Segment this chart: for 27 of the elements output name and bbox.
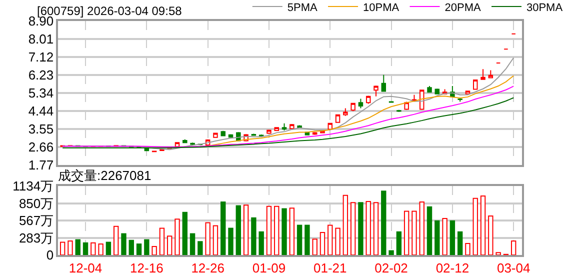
legend-label: 5PMA <box>287 2 318 14</box>
x-tick-label: 01-21 <box>314 260 347 276</box>
legend-label: 10PMA <box>363 2 400 14</box>
x-tick-label: 03-04 <box>496 260 530 276</box>
y-tick-label: 3.55 <box>28 122 54 137</box>
x-tick-label: 12-16 <box>130 260 164 276</box>
x-tick-label: 02-12 <box>436 260 470 276</box>
x-tick-label: 12-26 <box>191 260 224 276</box>
y-tick-label: 4.44 <box>28 104 54 119</box>
y-tick-label: 1.77 <box>28 158 54 173</box>
y-tick-label: 1134万 <box>12 178 54 194</box>
x-tick-label: 12-04 <box>68 260 102 276</box>
y-tick-label: 7.12 <box>28 50 54 64</box>
y-tick-label: 567万 <box>18 213 54 228</box>
y-tick-label: 8.01 <box>28 32 54 47</box>
x-tick-label: 02-02 <box>374 260 408 276</box>
y-tick-label: 5.34 <box>28 85 54 100</box>
y-tick-label: 2.66 <box>28 140 54 155</box>
chart-title: [600759] 2026-03-04 09:58 <box>37 4 182 18</box>
y-tick-label: 6.23 <box>28 67 54 82</box>
y-tick-label: 0 <box>46 248 54 263</box>
legend-label: 30PMA <box>526 2 564 14</box>
y-tick-label: 283万 <box>18 230 54 246</box>
legend-label: 20PMA <box>444 2 482 14</box>
chart-title: 成交量:2267081 <box>58 168 152 183</box>
x-tick-label: 01-09 <box>252 260 286 276</box>
y-tick-label: 850万 <box>18 196 54 211</box>
